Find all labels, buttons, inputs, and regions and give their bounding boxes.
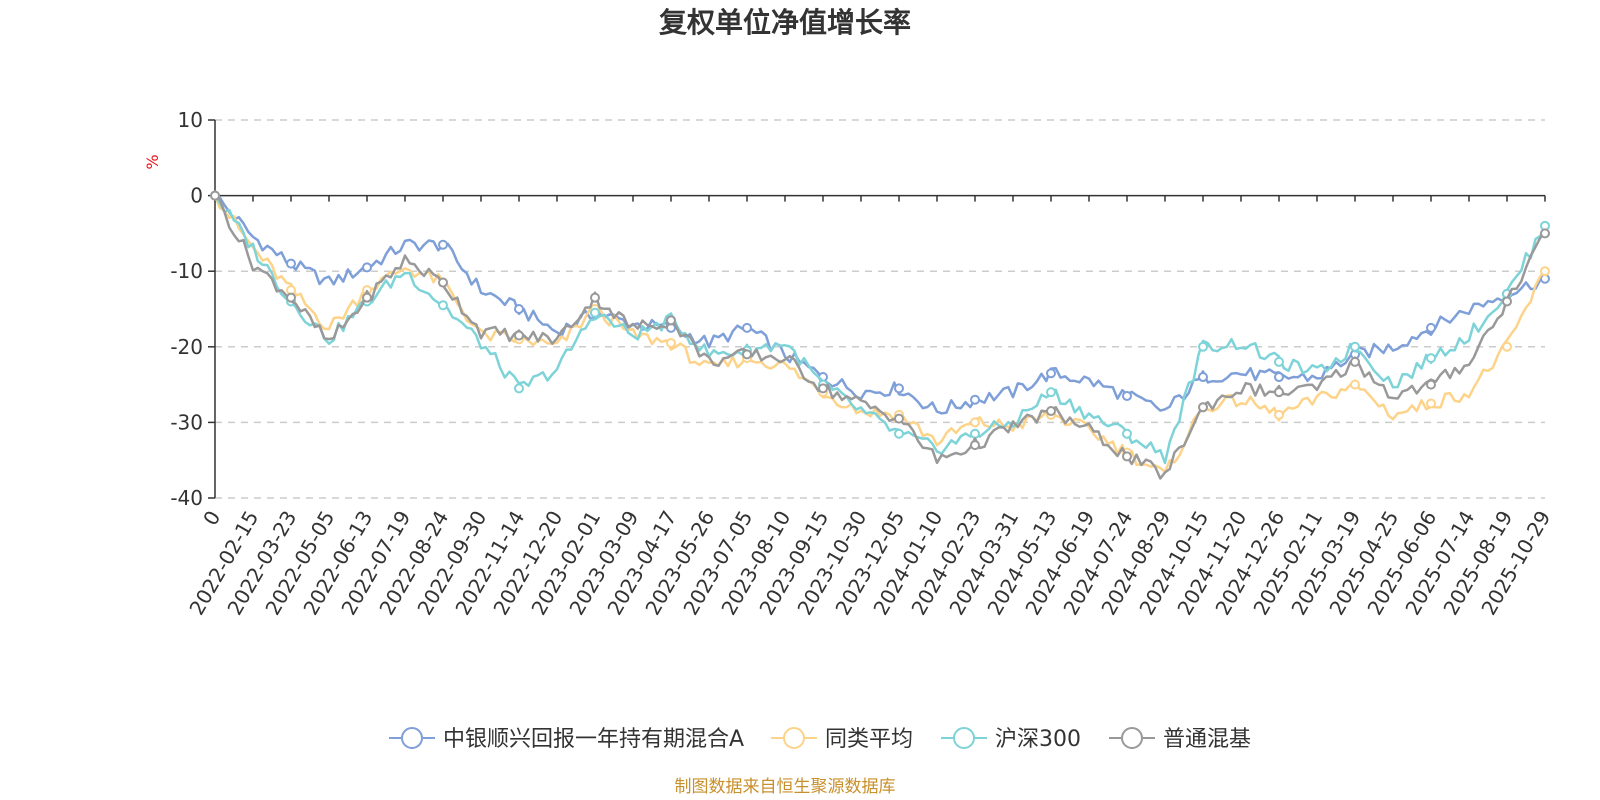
- data-point: [1274, 372, 1284, 383]
- data-point: [742, 349, 752, 360]
- data-point: [590, 292, 600, 303]
- data-point: [362, 292, 372, 303]
- data-point: [1274, 387, 1284, 398]
- data-point: [1350, 379, 1360, 390]
- data-point: [1540, 228, 1550, 239]
- data-point: [438, 300, 448, 311]
- legend-circle-icon: [401, 727, 423, 749]
- data-point: [1122, 451, 1132, 462]
- data-point: [970, 394, 980, 405]
- data-point: [514, 330, 524, 341]
- data-point: [1198, 341, 1208, 352]
- y-tick-label: -20: [170, 335, 203, 359]
- legend-label: 普通混基: [1163, 727, 1251, 752]
- data-point: [1426, 398, 1436, 409]
- y-tick-label: -10: [170, 259, 203, 283]
- legend-item-0[interactable]: 中银顺兴回报一年持有期混合A: [389, 727, 744, 752]
- series-3: [210, 190, 1550, 480]
- data-point: [1502, 296, 1512, 307]
- x-tick-label: 0: [198, 507, 225, 530]
- series-line: [213, 195, 1546, 474]
- data-point: [1540, 266, 1550, 277]
- data-point: [590, 307, 600, 318]
- chart-title: 复权单位净值增长率: [659, 6, 911, 39]
- data-point: [970, 428, 980, 439]
- legend-item-2[interactable]: 沪深300: [941, 727, 1081, 752]
- data-point: [894, 413, 904, 424]
- data-point: [666, 315, 676, 326]
- data-point: [894, 428, 904, 439]
- y-tick-label: -40: [170, 486, 203, 510]
- y-tick-label: 0: [190, 184, 203, 208]
- series-line: [214, 194, 1546, 480]
- data-point: [894, 383, 904, 394]
- data-point: [1350, 341, 1360, 352]
- data-point: [1274, 409, 1284, 420]
- data-point: [438, 277, 448, 288]
- data-point: [286, 258, 296, 269]
- data-point: [1426, 322, 1436, 333]
- data-point: [970, 440, 980, 451]
- data-point: [438, 239, 448, 250]
- legend-circle-icon: [783, 727, 805, 749]
- data-source-note: 制图数据来自恒生聚源数据库: [675, 777, 896, 797]
- y-tick-label: 10: [178, 108, 203, 132]
- y-axis-unit-label: %: [143, 154, 162, 169]
- data-point: [1198, 402, 1208, 413]
- data-point: [1502, 341, 1512, 352]
- data-point: [1426, 353, 1436, 364]
- legend-label: 沪深300: [995, 727, 1081, 752]
- data-point: [1426, 379, 1436, 390]
- series-line: [214, 194, 1546, 415]
- data-point: [1198, 372, 1208, 383]
- legend-label: 中银顺兴回报一年持有期混合A: [443, 727, 744, 752]
- legend-circle-icon: [953, 727, 975, 749]
- data-point: [1350, 356, 1360, 367]
- data-point: [514, 383, 524, 394]
- data-point: [210, 190, 220, 201]
- data-point: [666, 338, 676, 349]
- data-point: [1046, 406, 1056, 417]
- data-point: [1122, 428, 1132, 439]
- legend-label: 同类平均: [825, 727, 913, 752]
- data-point: [818, 383, 828, 394]
- legend-circle-icon: [1121, 727, 1143, 749]
- data-point: [1046, 368, 1056, 379]
- series-line: [213, 194, 1547, 465]
- data-point: [514, 304, 524, 314]
- series-1: [210, 190, 1550, 474]
- series-0: [210, 190, 1550, 415]
- y-tick-label: -30: [170, 410, 203, 434]
- data-point: [1046, 387, 1056, 398]
- data-point: [286, 292, 296, 303]
- data-point: [970, 417, 980, 428]
- data-point: [1274, 356, 1284, 367]
- legend[interactable]: 中银顺兴回报一年持有期混合A 同类平均 沪深300 普通混基: [389, 727, 1251, 752]
- grid-lines: [215, 119, 1545, 499]
- legend-item-3[interactable]: 普通混基: [1109, 727, 1251, 752]
- legend-item-1[interactable]: 同类平均: [771, 727, 913, 752]
- data-point: [362, 262, 372, 273]
- data-point: [1122, 390, 1132, 401]
- series-lines: [210, 190, 1550, 480]
- axes: 100-10-20-30-4002022-02-152022-03-232022…: [170, 108, 1555, 619]
- data-point: [742, 322, 752, 333]
